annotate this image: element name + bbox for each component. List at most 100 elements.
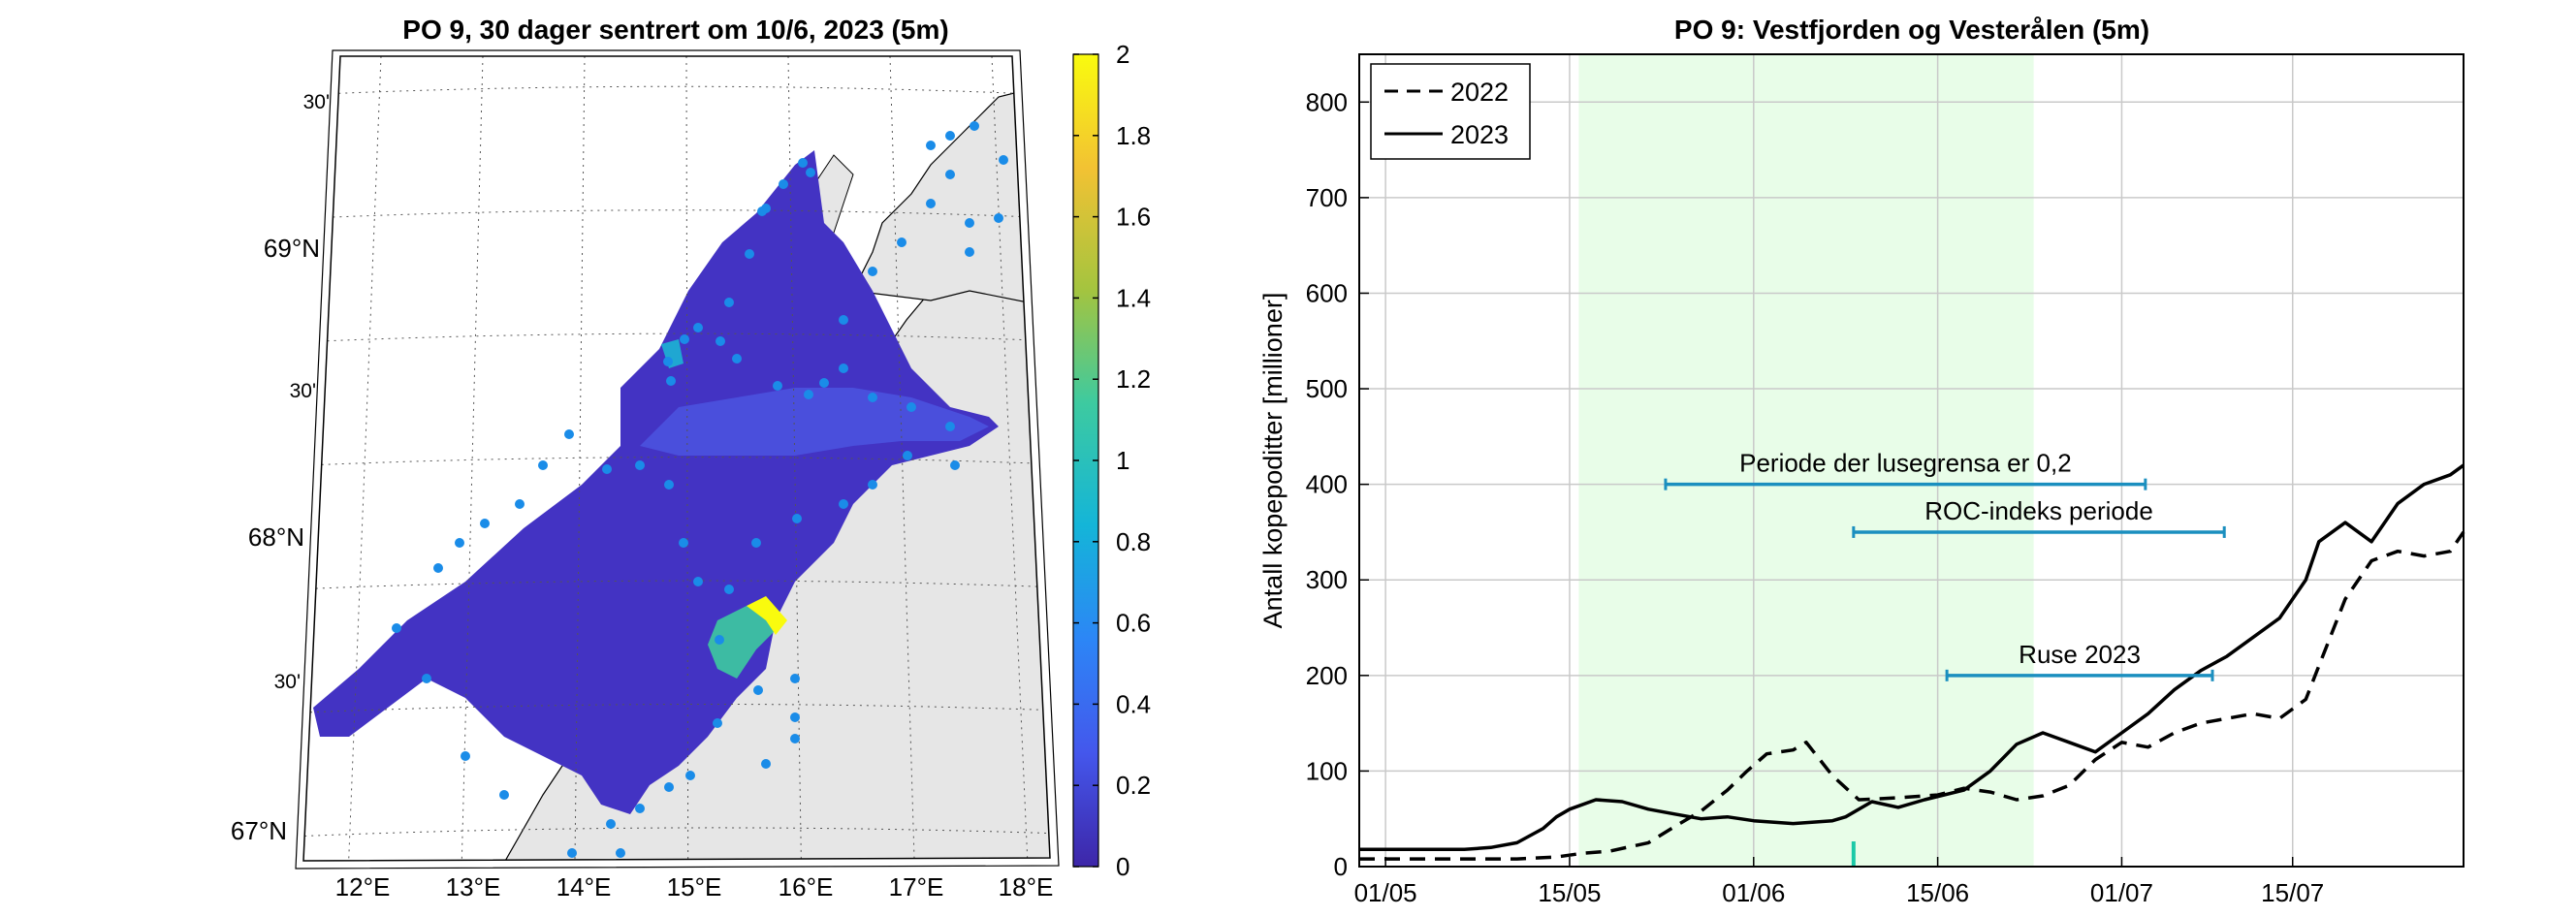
x-ticks: 01/05 15/05 01/06 15/06 01/07 15/07 — [1354, 857, 2324, 907]
lon-tick-label: 14°E — [557, 872, 612, 901]
station-dot — [751, 538, 761, 548]
y-axis-label: Antall kopepoditter [millioner] — [1258, 293, 1288, 629]
station-dot — [724, 585, 734, 594]
station-dot — [839, 364, 848, 373]
fjord-water — [640, 388, 989, 456]
station-dot — [926, 141, 936, 150]
station-dot — [806, 168, 815, 177]
legend: 2022 2023 — [1370, 63, 1531, 160]
meridian-line — [991, 56, 1029, 859]
station-dot — [567, 848, 577, 858]
series-group — [1359, 463, 2465, 861]
station-dot — [480, 519, 490, 528]
colorbar-tick-label: 0.4 — [1116, 689, 1151, 718]
colorbar-tick-label: 2 — [1116, 40, 1129, 69]
parallel-line — [304, 827, 1049, 837]
station-dot — [839, 315, 848, 325]
y-tick-label: 100 — [1306, 756, 1348, 785]
station-dot — [897, 237, 906, 247]
station-dot — [666, 376, 676, 386]
map-frame — [302, 55, 1051, 862]
map-area — [303, 56, 1050, 882]
station-dot — [538, 460, 548, 470]
colorbar-tick-label: 0.6 — [1116, 609, 1151, 638]
lon-tick-label: 15°E — [667, 872, 722, 901]
station-dot — [965, 218, 974, 228]
station-dot — [663, 357, 673, 366]
x-tick-label: 01/05 — [1354, 878, 1417, 907]
station-dot — [790, 734, 800, 743]
legend-label-2023: 2023 — [1450, 120, 1509, 149]
map-grid — [304, 56, 1049, 861]
colorbar-tick-label: 1.4 — [1116, 283, 1151, 312]
station-dot — [716, 336, 725, 346]
high-conc-region — [708, 606, 776, 679]
station-dot — [433, 563, 443, 573]
map-outer-frame — [295, 49, 1060, 870]
station-dot — [538, 872, 548, 882]
colorbar-ticks: 0 0.2 0.4 0.6 0.8 1 1.2 1.4 1.6 1.8 2 — [1073, 40, 1151, 881]
station-dot — [455, 538, 464, 548]
y-tick-label: 800 — [1306, 87, 1348, 116]
station-dot — [664, 480, 674, 490]
y-tick-label: 300 — [1306, 565, 1348, 594]
peak-conc-region — [747, 596, 787, 635]
lat-tick-label: 68°N — [248, 522, 304, 552]
map-panel: PO 9, 30 dager sentrert om 10/6, 2023 (5… — [231, 15, 1151, 901]
map-title: PO 9, 30 dager sentrert om 10/6, 2023 (5… — [402, 15, 948, 45]
annotations: Periode der lusegrensa er 0,2 ROC-indeks … — [1664, 449, 2226, 681]
colorbar: 0 0.2 0.4 0.6 0.8 1 1.2 1.4 1.6 1.8 2 — [1072, 40, 1151, 881]
chart-axes-box — [1358, 53, 2465, 868]
station-dot — [950, 460, 960, 470]
parallel-line — [315, 580, 1037, 589]
station-dot — [945, 170, 955, 179]
lon-tick-label: 13°E — [446, 872, 501, 901]
lon-labels: 12°E 13°E 14°E 15°E 16°E 17°E 18°E — [335, 872, 1054, 901]
station-dot — [999, 155, 1008, 165]
colorbar-tick-label: 0 — [1116, 852, 1129, 881]
station-dot — [945, 422, 955, 431]
station-dot — [773, 381, 782, 391]
colorbar-tick-label: 1.2 — [1116, 364, 1151, 394]
chart-title: PO 9: Vestfjorden og Vesterålen (5m) — [1674, 15, 2149, 45]
station-dot — [790, 712, 800, 722]
lon-tick-label: 16°E — [779, 872, 834, 901]
y-tick-label: 600 — [1306, 278, 1348, 307]
station-dot — [798, 158, 808, 168]
lon-tick-label: 12°E — [335, 872, 391, 901]
station-dot — [761, 759, 771, 769]
y-tick-label: 0 — [1334, 852, 1348, 881]
x-tick-label: 01/06 — [1722, 878, 1785, 907]
station-dot — [945, 131, 955, 141]
colorbar-tick-label: 1 — [1116, 446, 1129, 475]
model-water — [313, 150, 999, 814]
colorbar-tick-label: 1.6 — [1116, 203, 1151, 232]
station-dot — [994, 213, 1003, 223]
colorbar-tick-label: 0.8 — [1116, 527, 1151, 556]
chart-grid — [1359, 54, 2464, 868]
lat-tick-label: 30' — [290, 380, 316, 402]
colorbar-tick-label: 0.2 — [1116, 771, 1151, 800]
x-tick-label: 15/05 — [1538, 878, 1601, 907]
x-tick-label: 15/07 — [2261, 878, 2324, 907]
annotation-label: Ruse 2023 — [2019, 640, 2141, 669]
legend-box — [1370, 63, 1531, 160]
station-dot — [392, 623, 401, 633]
station-dot — [422, 674, 431, 683]
station-dot — [602, 464, 612, 474]
station-dot — [753, 685, 763, 695]
station-dot — [724, 298, 734, 307]
series-line-2023 — [1359, 463, 2465, 852]
station-dot — [792, 514, 802, 523]
station-dot — [965, 247, 974, 257]
station-dot — [461, 751, 470, 761]
station-dot — [693, 323, 703, 332]
y-tick-label: 200 — [1306, 661, 1348, 690]
station-dot — [779, 179, 788, 189]
station-dot — [680, 334, 689, 344]
meridian-line — [889, 56, 915, 859]
station-dot — [616, 848, 625, 858]
parallel-line — [338, 85, 1014, 94]
y-tick-label: 700 — [1306, 183, 1348, 212]
station-dot — [515, 499, 525, 509]
